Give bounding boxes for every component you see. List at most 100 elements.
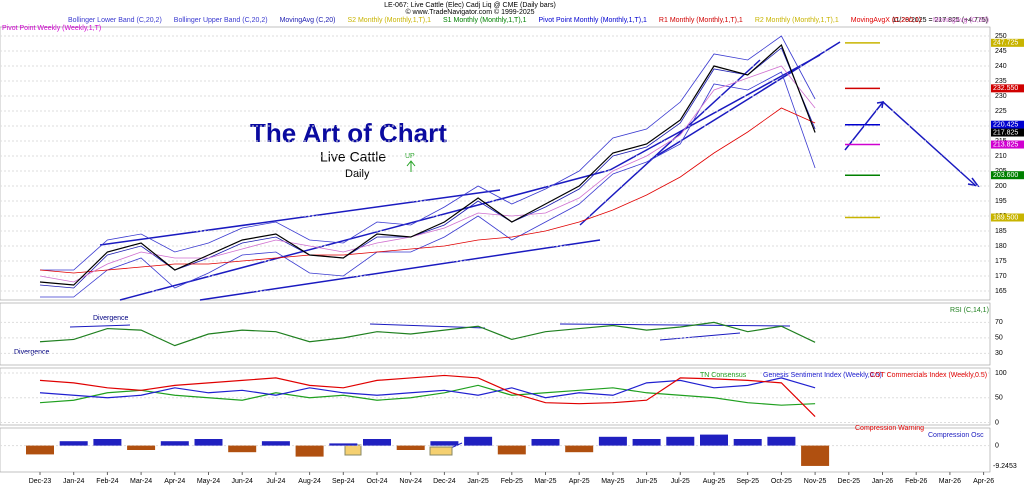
legend-entry: R1 Monthly (Monthly,1,T),1	[659, 17, 743, 24]
bar	[565, 445, 594, 453]
legend-entry: Bollinger Lower Band (C,20,2)	[68, 17, 162, 24]
series-line	[40, 35, 816, 271]
watermark-period: Daily	[345, 168, 370, 180]
panel-frames	[0, 26, 991, 473]
bar	[767, 436, 796, 446]
price-line	[39, 43, 816, 286]
legend-entry: RSI (C,14,1)	[950, 307, 989, 314]
bar	[430, 441, 459, 446]
legend-entry: MovingAvg (C,20)	[280, 17, 336, 24]
bar	[700, 434, 728, 446]
series-line	[39, 374, 816, 417]
y-tick-label: 185	[995, 228, 1007, 235]
last-price: 11/28/2025 = 217.825 (+4.775)	[892, 17, 988, 24]
x-tick-label: Sep-25	[736, 478, 759, 485]
x-tick-label: Apr-25	[569, 478, 590, 485]
bar	[801, 445, 830, 466]
x-tick-label: Feb-24	[96, 478, 118, 485]
legend-entry: TN Consensus	[700, 372, 747, 379]
level-label: 203.600	[993, 172, 1018, 179]
x-tick-label: Jan-24	[63, 478, 85, 485]
x-tick-label: Dec-23	[29, 478, 52, 485]
y-tick-label: 180	[995, 243, 1007, 250]
y-tick-label: 210	[995, 153, 1007, 160]
y-tick-label: 245	[995, 48, 1007, 55]
y-tick-label: 170	[995, 273, 1007, 280]
bar	[228, 445, 257, 453]
last-label: 217.825	[993, 129, 1018, 136]
level-tag	[991, 84, 1024, 93]
x-tick-label: Jul-24	[266, 478, 285, 485]
x-tick-label: Mar-24	[130, 478, 152, 485]
x-tick-label: Jan-26	[872, 478, 894, 485]
series-line	[39, 321, 816, 347]
series-line	[40, 71, 816, 298]
bar	[598, 436, 627, 446]
trend-lines	[69, 41, 980, 456]
bar	[733, 439, 762, 446]
x-tick-label: Jun-25	[636, 478, 658, 485]
bar	[127, 445, 156, 450]
level-tag	[991, 120, 1024, 129]
legend-entry: Genesis Sentiment Index (Weekly,0.5)	[763, 372, 882, 379]
x-tick-label: Mar-26	[939, 478, 961, 485]
symbol: LE-067: Live Cattle (Elec) Cadj Liq @ CM…	[384, 2, 556, 9]
bar	[396, 445, 425, 450]
legend-entry: S2 Monthly (Monthly,1,T),1	[347, 17, 431, 24]
bar	[363, 439, 391, 446]
level-label: 232.550	[993, 85, 1018, 92]
level-tag	[991, 213, 1024, 222]
compression-box	[429, 446, 453, 456]
level-label: 213.825	[993, 141, 1018, 148]
y-tick-label: 0	[995, 442, 999, 449]
legend-entry: MovingAvgX (C,200,1)	[851, 17, 921, 24]
y-tick-label: 50	[995, 335, 1003, 342]
series-line	[39, 65, 816, 283]
y-tick-label: 175	[995, 258, 1007, 265]
level-tag	[991, 38, 1024, 47]
bar	[632, 439, 661, 446]
level-tag	[991, 171, 1024, 180]
x-tick-label: Nov-25	[804, 478, 827, 485]
series-line	[39, 377, 816, 399]
x-tick-label: Sep-24	[332, 478, 355, 485]
x-tick-label: Aug-24	[298, 478, 321, 485]
copyright: © www.TradeNavigator.com © 1999-2025	[405, 8, 534, 16]
legend-entry: S1 Monthly (Monthly,1,T),1	[443, 17, 527, 24]
bar	[531, 439, 560, 446]
legend-entry: Pivot Point Weekly (Weekly,1,T)	[2, 25, 101, 32]
last-tag	[991, 128, 1024, 137]
x-tick-label: Mar-25	[534, 478, 556, 485]
level-tag	[991, 140, 1024, 149]
bar	[666, 436, 695, 446]
x-tick-label: Jun-24	[231, 478, 253, 485]
x-tick-label: May-24	[197, 478, 220, 485]
legend-entry: Pivot Point Monthly (Monthly,1,T),1	[539, 17, 648, 24]
x-tick-label: Oct-25	[771, 478, 792, 485]
watermark-subtitle: Live Cattle	[320, 149, 386, 165]
x-tick-label: Oct-24	[366, 478, 387, 485]
x-tick-label: Dec-25	[838, 478, 861, 485]
y-tick-label: 70	[995, 319, 1003, 326]
y-tick-label: 0	[995, 419, 999, 426]
bar	[194, 439, 223, 446]
watermark-title: The Art of Chart	[250, 118, 447, 148]
y-tick-label: 225	[995, 108, 1007, 115]
y-tick-label: 30	[995, 350, 1003, 357]
series-line	[39, 107, 816, 274]
y-tick-label: 195	[995, 198, 1007, 205]
last-value: -9.2453	[993, 463, 1017, 470]
divergence-label: Divergence	[14, 349, 50, 356]
y-tick-label: 240	[995, 63, 1007, 70]
series-line	[39, 384, 816, 406]
up-arrow	[406, 160, 416, 172]
level-label: 220.425	[993, 122, 1018, 129]
level-label: 247.725	[993, 40, 1018, 47]
x-tick-label: Apr-24	[164, 478, 185, 485]
compression-box	[344, 444, 362, 456]
y-tick-label: 235	[995, 78, 1007, 85]
x-tick-label: Feb-25	[501, 478, 523, 485]
x-tick-label: Jul-25	[671, 478, 690, 485]
